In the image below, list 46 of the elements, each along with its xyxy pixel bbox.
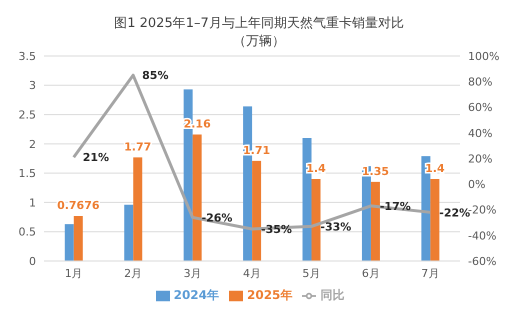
- bar: [312, 179, 321, 261]
- y2-tick-label: 100%: [468, 50, 500, 63]
- chart-subtitle: （万辆）: [232, 33, 286, 50]
- y2-tick-label: 80%: [468, 76, 492, 89]
- x-tick-label: 3月: [184, 266, 202, 280]
- data-label: 85%: [142, 69, 168, 82]
- data-label: 0.7676: [57, 199, 100, 212]
- data-label: -17%: [380, 200, 411, 213]
- y2-tick-label: 60%: [468, 101, 492, 114]
- y-tick-label: 1.5: [18, 167, 36, 180]
- data-label: -35%: [261, 222, 292, 236]
- x-tick-label: 5月: [302, 266, 320, 280]
- legend-label: 同比: [320, 288, 344, 302]
- bar: [192, 134, 202, 261]
- legend-label: 2024年: [174, 288, 219, 302]
- bar: [370, 182, 380, 261]
- y-tick-label: 3.5: [18, 50, 36, 63]
- legend-label: 2025年: [247, 288, 292, 302]
- bar: [74, 216, 83, 261]
- x-tick-label: 1月: [64, 266, 83, 280]
- data-label: -22%: [439, 206, 470, 220]
- y2-tick-label: 20%: [468, 152, 492, 166]
- x-tick-label: 4月: [243, 266, 261, 280]
- bar: [430, 179, 440, 261]
- y2-tick-label: 40%: [468, 126, 492, 140]
- y2-tick-label: 0%: [468, 178, 486, 192]
- chart-title: 图1 2025年1–7月与上年同期天然气重卡销量对比: [113, 15, 405, 32]
- data-label: -33%: [320, 220, 352, 234]
- y-tick-label: 2.5: [18, 108, 36, 122]
- x-tick-label: 6月: [362, 266, 380, 280]
- x-tick-label: 2月: [124, 266, 142, 280]
- bar: [252, 160, 262, 261]
- y-tick-label: 1: [29, 196, 36, 210]
- y-tick-label: 0.5: [18, 226, 36, 239]
- data-label: 1.77: [124, 140, 152, 154]
- bar: [133, 157, 142, 261]
- data-label: 21%: [82, 151, 110, 164]
- y-tick-label: 3: [29, 79, 36, 92]
- y2-tick-label: -40%: [468, 229, 496, 242]
- x-tick-label: 7月: [421, 266, 440, 280]
- y2-tick-label: -60%: [468, 254, 496, 268]
- y-tick-label: 2: [29, 138, 36, 151]
- data-label: -26%: [202, 211, 232, 224]
- y-tick-label: 0: [29, 254, 36, 268]
- bar: [64, 224, 74, 261]
- bar: [124, 204, 134, 261]
